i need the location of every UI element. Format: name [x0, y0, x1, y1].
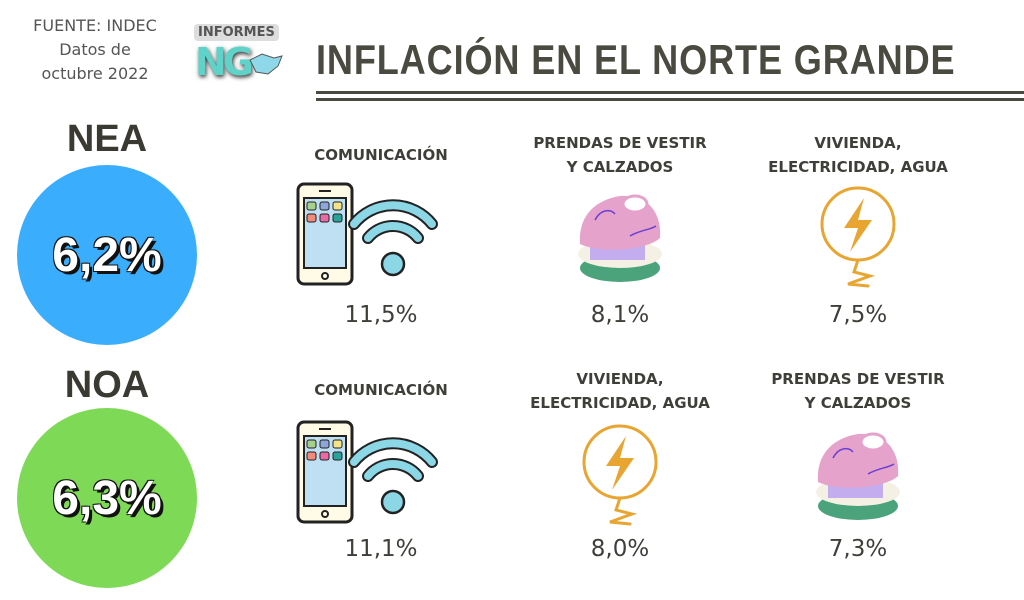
page-title: INFLACIÓN EN EL NORTE GRANDE: [316, 36, 956, 83]
category-label-line: COMUNICACIÓN: [314, 381, 448, 399]
region-total-value: 6,2%: [52, 228, 162, 282]
category-label-line: VIVIENDA,: [576, 370, 664, 388]
logo-letters: NG: [195, 40, 254, 84]
region-total-value: 6,3%: [52, 471, 162, 525]
phone-wifi-icon: [286, 180, 446, 290]
category-label: PRENDAS DE VESTIR Y CALZADOS: [510, 131, 730, 179]
category-label: VIVIENDA, ELECTRICIDAD, AGUA: [748, 131, 968, 179]
category-label-line: VIVIENDA,: [814, 134, 902, 152]
clothes-stack-icon: [540, 180, 700, 290]
category-label: COMUNICACIÓN: [271, 143, 491, 167]
clothes-stack-icon: [778, 418, 938, 528]
source-note: FUENTE: INDEC Datos de octubre 2022: [20, 14, 170, 86]
region-label-noa: NOA: [64, 364, 150, 406]
category-label: COMUNICACIÓN: [271, 378, 491, 402]
category-value: 8,0%: [590, 536, 650, 562]
category-label-line: ELECTRICIDAD, AGUA: [530, 394, 710, 412]
region-total-circle-nea: 6,2%: [17, 165, 197, 345]
source-line: octubre 2022: [41, 64, 149, 83]
category-label-line: Y CALZADOS: [804, 394, 912, 412]
source-line: Datos de: [59, 40, 131, 59]
map-icon: [249, 53, 283, 75]
region-label-nea: NEA: [66, 118, 148, 160]
category-label-line: COMUNICACIÓN: [314, 146, 448, 164]
informes-ng-logo: INFORMES NG: [190, 22, 285, 84]
category-value: 7,5%: [828, 302, 888, 328]
category-label-line: Y CALZADOS: [566, 158, 674, 176]
region-total-circle-noa: 6,3%: [17, 408, 197, 588]
category-value: 11,5%: [344, 302, 418, 328]
electricity-icon: [540, 418, 700, 528]
title-rule: [316, 91, 1024, 94]
category-value: 8,1%: [590, 302, 650, 328]
electricity-icon: [778, 180, 938, 290]
source-line: FUENTE: INDEC: [33, 16, 157, 35]
phone-wifi-icon: [286, 418, 446, 528]
category-label-line: PRENDAS DE VESTIR: [771, 370, 945, 388]
category-label-line: PRENDAS DE VESTIR: [533, 134, 707, 152]
category-label: PRENDAS DE VESTIR Y CALZADOS: [748, 367, 968, 415]
title-rule: [316, 98, 1024, 101]
logo-word: INFORMES: [194, 24, 279, 41]
category-label: VIVIENDA, ELECTRICIDAD, AGUA: [510, 367, 730, 415]
category-label-line: ELECTRICIDAD, AGUA: [768, 158, 948, 176]
category-value: 7,3%: [828, 536, 888, 562]
category-value: 11,1%: [344, 536, 418, 562]
